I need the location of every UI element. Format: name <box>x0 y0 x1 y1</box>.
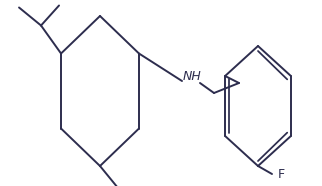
Text: NH: NH <box>183 70 201 84</box>
Text: F: F <box>278 169 285 182</box>
